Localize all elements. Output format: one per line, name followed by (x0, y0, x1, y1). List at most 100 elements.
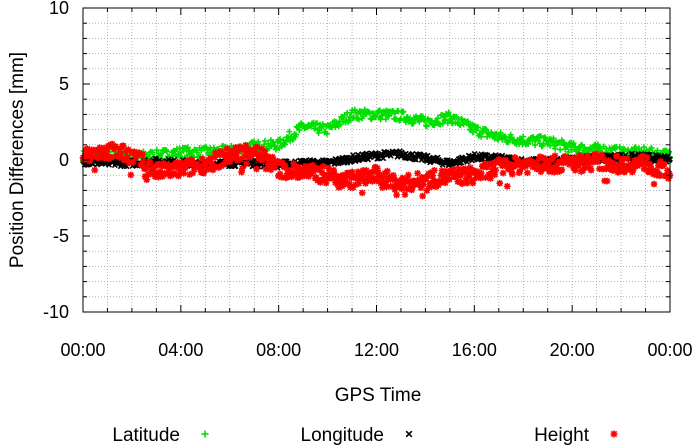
data-point (374, 165, 381, 172)
data-point (428, 117, 435, 124)
data-point (597, 145, 604, 152)
data-point (520, 133, 527, 140)
legend-label-latitude: Latitude (112, 425, 180, 446)
y-tick-labels: -10 -5 0 5 10 (43, 0, 69, 322)
data-point (149, 149, 156, 156)
data-point (355, 116, 362, 123)
x-tick-label: 12:00 (354, 340, 399, 360)
x-axis-label: GPS Time (335, 385, 422, 406)
data-point (292, 131, 299, 138)
data-point (419, 192, 426, 200)
data-point (616, 144, 623, 151)
data-point (565, 149, 572, 156)
data-point (558, 166, 566, 174)
data-point (491, 171, 499, 178)
data-point (446, 176, 453, 183)
data-point (232, 163, 239, 170)
data-point (143, 176, 151, 184)
data-point (377, 116, 384, 123)
data-point (482, 126, 489, 133)
y-tick-label: 5 (59, 74, 69, 94)
data-point (296, 127, 303, 134)
data-point (180, 170, 187, 177)
data-point (319, 163, 327, 170)
series-height (79, 140, 674, 200)
legend-label-height: Height (534, 425, 590, 446)
data-point (525, 140, 532, 147)
data-point (239, 165, 246, 172)
data-point (405, 171, 412, 179)
x-tick-label: 00:00 (647, 340, 692, 360)
y-tick-label: 0 (59, 150, 69, 170)
data-point (157, 150, 164, 157)
data-point (89, 153, 97, 160)
data-point (261, 137, 268, 144)
data-point (454, 114, 461, 121)
data-point (524, 169, 531, 177)
data-point (660, 161, 668, 168)
x-tick-label: 16:00 (452, 340, 497, 360)
data-point (540, 140, 547, 147)
data-point (139, 151, 146, 158)
data-point (594, 158, 602, 166)
data-point (482, 174, 489, 181)
data-point (429, 172, 436, 179)
data-point (194, 149, 201, 156)
data-point (253, 165, 260, 173)
data-point (324, 130, 331, 137)
data-point (584, 152, 592, 160)
data-point (393, 191, 400, 199)
data-point (552, 145, 559, 152)
data-point (650, 180, 658, 188)
data-point (463, 179, 471, 187)
data-point (613, 153, 621, 160)
data-point (439, 120, 446, 127)
legend: Latitude Longitude Height (112, 425, 618, 446)
data-point (571, 167, 579, 174)
data-point (410, 120, 417, 127)
axis-ticks (82, 7, 671, 313)
data-point (467, 164, 474, 171)
x-tick-labels: 00:00 04:00 08:00 12:00 16:00 20:00 00:00 (60, 340, 692, 360)
data-point (623, 155, 631, 162)
data-point (492, 166, 499, 174)
x-tick-label: 20:00 (550, 340, 595, 360)
data-point (441, 117, 448, 124)
data-point (117, 150, 125, 157)
data-point (163, 148, 170, 155)
data-point (464, 118, 471, 125)
data-point (286, 128, 293, 135)
data-point (474, 124, 481, 131)
legend-marker-height (610, 430, 618, 438)
data-point (382, 116, 389, 123)
data-point (434, 115, 441, 122)
data-point (243, 160, 250, 167)
legend-label-longitude: Longitude (301, 425, 384, 446)
data-point (496, 179, 504, 187)
data-point (431, 167, 438, 174)
data-point (531, 142, 538, 149)
data-points (79, 106, 674, 200)
data-point (499, 169, 507, 177)
data-point (557, 146, 564, 153)
data-point (140, 157, 147, 165)
data-point (582, 163, 589, 171)
data-point (445, 109, 452, 116)
data-point (469, 129, 476, 136)
data-point (146, 159, 154, 166)
data-point (277, 136, 284, 143)
data-point (551, 152, 559, 160)
data-point (641, 144, 648, 151)
data-point (124, 153, 131, 161)
data-point (644, 153, 651, 161)
data-point (401, 191, 409, 198)
data-point (594, 141, 601, 148)
x-tick-label: 04:00 (158, 340, 203, 360)
data-point (108, 154, 115, 161)
data-point (282, 138, 289, 145)
data-point (288, 173, 296, 181)
data-point (422, 122, 429, 129)
data-point (473, 127, 480, 134)
data-point (537, 133, 544, 140)
